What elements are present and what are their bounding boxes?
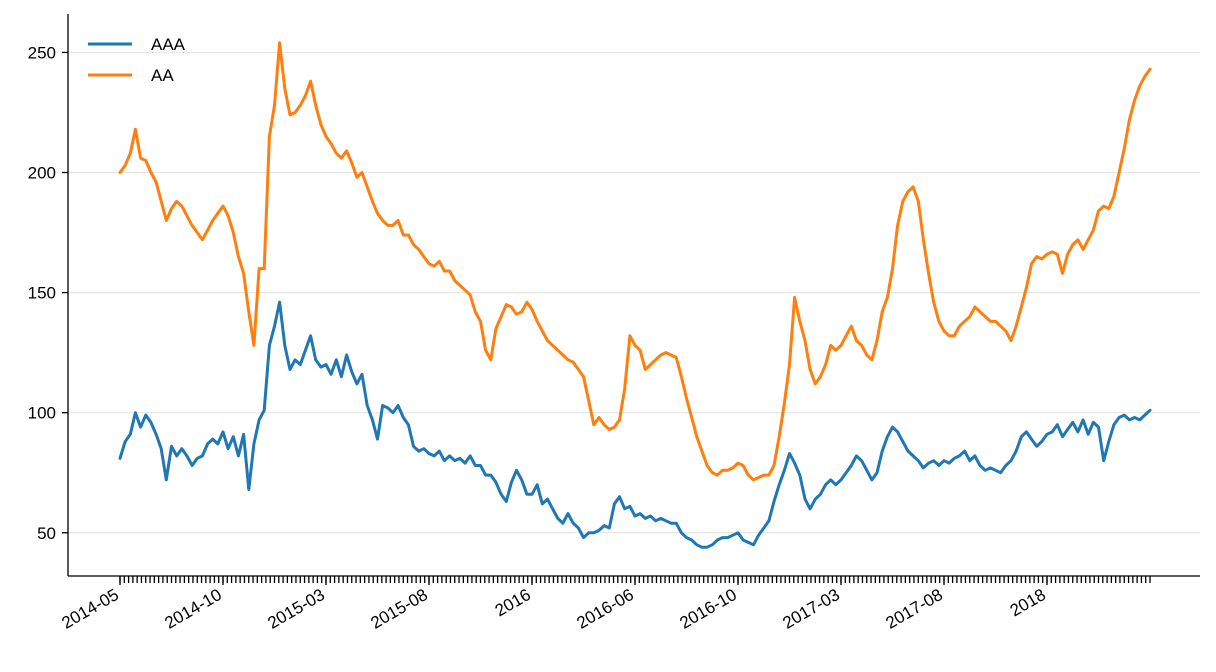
y-axis-ticks: 50 100 150 200 250: [28, 43, 68, 543]
legend-entry-aa: AA: [88, 66, 174, 85]
y-gridlines: [68, 51, 1200, 534]
y-tick-label: 200: [28, 164, 56, 183]
axes: [67, 14, 1200, 577]
y-tick-label: 150: [28, 284, 56, 303]
series-layer: [118, 41, 1152, 549]
series-line-aa: [118, 41, 1152, 482]
x-tick-label: 2017-03: [779, 585, 843, 633]
legend-entry-aaa: AAA: [88, 35, 186, 54]
x-tick-label: 2015-03: [264, 585, 328, 633]
x-axis-ticks: 2014-05 2014-10 2015-03 2015-08 2016 2016-06 2…: [58, 576, 1151, 633]
x-tick-label: 2017-08: [882, 585, 946, 633]
y-tick-label: 100: [28, 404, 56, 423]
x-tick-label: 2016-10: [676, 585, 740, 633]
x-tick-label: 2016: [492, 585, 534, 620]
legend: AAA AA: [88, 35, 186, 85]
x-tick-label: 2014-10: [161, 585, 225, 633]
y-tick-label: 250: [28, 43, 56, 62]
x-tick-label: 2018: [1007, 585, 1049, 620]
legend-label-aaa: AAA: [151, 35, 186, 54]
legend-label-aa: AA: [151, 66, 174, 85]
x-tick-label: 2015-08: [367, 585, 431, 633]
x-tick-label: 2016-06: [573, 585, 637, 633]
x-tick-label: 2014-05: [58, 585, 122, 633]
series-line-aaa: [118, 300, 1152, 549]
y-tick-label: 50: [37, 524, 56, 543]
